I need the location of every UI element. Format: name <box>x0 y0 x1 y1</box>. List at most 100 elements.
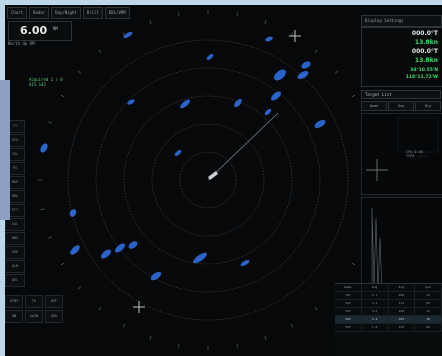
brilliance-button[interactable]: Brill <box>82 7 103 19</box>
bearing-tick <box>264 335 267 340</box>
left-button[interactable]: CAL <box>5 218 25 231</box>
table-row[interactable]: T04 5.2 301 10 <box>335 316 442 324</box>
course-value: 000.0°T <box>411 48 438 55</box>
bearing-tick <box>98 306 102 311</box>
column-header[interactable]: Name <box>361 101 387 111</box>
left-button[interactable]: RNG <box>5 232 25 245</box>
panel-tab[interactable]: Settings <box>384 18 404 23</box>
range-ring <box>123 95 293 265</box>
radar-echo[interactable] <box>300 60 312 70</box>
radar-echo[interactable] <box>123 31 134 39</box>
bearing-tick <box>334 70 339 74</box>
target-info-line: AIS 142 <box>29 82 46 87</box>
target-info: Acquired 1 / 0 AIS 142 <box>29 77 63 87</box>
table-cell: 12 <box>415 292 442 299</box>
radar-echo[interactable] <box>179 98 191 110</box>
radar-echo[interactable] <box>192 251 209 265</box>
table-cell: T03 <box>335 308 362 315</box>
radar-echo[interactable] <box>149 270 162 282</box>
left-button[interactable]: DEL <box>5 274 25 287</box>
radar-echo[interactable] <box>269 90 282 102</box>
bearing-tick <box>236 12 238 17</box>
target-list-tab[interactable]: Target List <box>361 90 441 99</box>
bearing-scale <box>38 10 356 350</box>
radar-echo[interactable] <box>39 142 49 154</box>
radar-echo[interactable] <box>113 242 126 254</box>
control-tile[interactable]: STBY <box>5 295 23 308</box>
radar-ppi[interactable] <box>20 5 360 356</box>
top-toolbar: Chart Radar Day/Night Brill EBL/VRM <box>5 5 305 19</box>
heading-value: 000.0°T <box>411 30 438 37</box>
radar-echo[interactable] <box>233 98 243 109</box>
table-cell: 112 <box>389 300 416 307</box>
control-tile[interactable]: GAIN <box>25 310 43 323</box>
bearing-tick <box>290 323 294 328</box>
radar-echo[interactable] <box>296 69 309 80</box>
table-cell: T04 <box>335 316 362 323</box>
left-button[interactable]: ALM <box>5 260 25 273</box>
table-cell: 220 <box>389 308 416 315</box>
target-list-columns: Name Rng Brg <box>361 101 441 111</box>
range-rings <box>67 39 349 321</box>
table-cell: Rng <box>362 284 389 291</box>
radar-echo[interactable] <box>99 248 112 260</box>
radar-button[interactable]: Radar <box>29 7 50 19</box>
cursor-cross-icon <box>133 301 145 313</box>
radar-echo[interactable] <box>272 67 288 82</box>
chart-button[interactable]: Chart <box>7 7 28 19</box>
right-info-panel: Display Settings 000.0°T 13.8kn 000.0°T … <box>361 15 442 350</box>
bearing-tick <box>351 262 356 266</box>
bearing-tick <box>314 49 318 54</box>
table-cell: 1.8 <box>362 324 389 331</box>
radar-echo[interactable] <box>265 36 274 42</box>
radar-echo[interactable] <box>240 259 251 267</box>
radar-echo[interactable] <box>68 208 77 218</box>
radar-echo[interactable] <box>69 244 82 257</box>
target-crosshair-icon <box>366 117 439 181</box>
bearing-tick <box>178 12 180 17</box>
column-header[interactable]: Rng <box>388 101 414 111</box>
range-ring <box>179 151 237 209</box>
radar-echo[interactable] <box>313 118 326 129</box>
table-cell: 3.4 <box>362 300 389 307</box>
radar-echo[interactable] <box>127 240 139 251</box>
radar-echo[interactable] <box>174 149 183 157</box>
control-tile[interactable]: ON <box>5 310 23 323</box>
tcpa-value: TCPA --:-- <box>406 154 428 158</box>
table-cell: Brg <box>389 284 416 291</box>
table-cell: 2.1 <box>362 292 389 299</box>
radar-echo[interactable] <box>127 98 136 105</box>
control-tile[interactable]: OFF <box>45 295 63 308</box>
column-header[interactable]: Brg <box>415 101 441 111</box>
ebl-vrm-button[interactable]: EBL/VRM <box>104 7 130 19</box>
bearing-tick <box>178 343 180 348</box>
bearing-tick <box>149 20 152 25</box>
range-selector[interactable]: 6.00 NM <box>8 21 72 41</box>
table-cell: T05 <box>335 324 362 331</box>
panel-header[interactable]: Display Settings <box>361 15 442 27</box>
table-cell: T02 <box>335 300 362 307</box>
control-tile[interactable]: TX <box>25 295 43 308</box>
table-row[interactable]: Name Rng Brg Spd <box>335 284 442 292</box>
target-info-line: Acquired 1 / 0 <box>29 77 63 82</box>
orientation-mode[interactable]: North Up RM <box>8 41 35 46</box>
cursor-cross-icon <box>289 30 301 42</box>
bearing-tick <box>77 286 82 290</box>
table-row[interactable]: T01 2.1 045 12 <box>335 292 442 300</box>
bearing-tick <box>48 236 53 239</box>
radar-echo[interactable] <box>206 53 215 61</box>
navigation-readout: 000.0°T 13.8kn 000.0°T 13.8kn 34°10.55'N… <box>361 27 442 87</box>
range-unit: NM <box>53 26 58 31</box>
radar-echo[interactable] <box>264 108 272 116</box>
speed-value: 13.8kn <box>414 39 438 46</box>
table-cell: Spd <box>415 284 442 291</box>
table-cell: 5.2 <box>361 316 389 323</box>
sog-value: 13.8kn <box>414 57 438 64</box>
control-tile[interactable]: SEA <box>45 310 63 323</box>
table-row[interactable]: T05 1.8 150 06 <box>335 324 442 332</box>
panel-tab[interactable]: Display <box>365 18 382 23</box>
table-row[interactable]: T02 3.4 112 08 <box>335 300 442 308</box>
day-night-button[interactable]: Day/Night <box>51 7 81 19</box>
table-row[interactable]: T03 4.0 220 15 <box>335 308 442 316</box>
left-button[interactable]: GRD <box>5 246 25 259</box>
